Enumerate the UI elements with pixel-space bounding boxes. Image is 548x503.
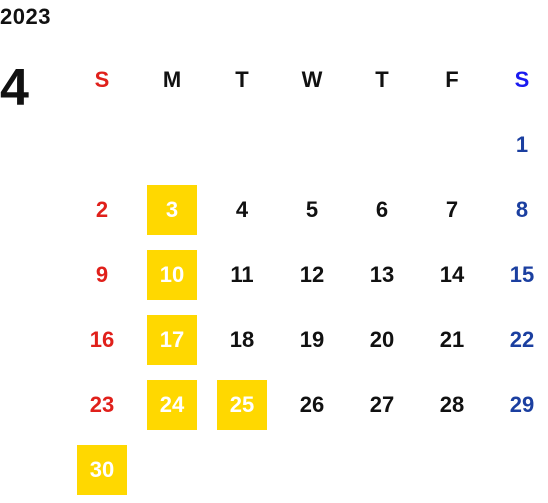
day-number: 26 <box>299 391 325 417</box>
day-number: 4 <box>235 196 249 222</box>
weekday-header-tue: T <box>235 66 249 92</box>
day-cell[interactable]: 7 <box>417 177 487 242</box>
day-number: 11 <box>230 261 254 287</box>
day-number: 19 <box>299 326 325 352</box>
day-number-highlighted: 24 <box>147 379 197 430</box>
empty-day-cell <box>137 112 207 177</box>
day-cell[interactable]: 16 <box>67 307 137 372</box>
day-cell[interactable]: 26 <box>277 372 347 437</box>
weekday-header-sat: S <box>514 66 530 92</box>
day-cell[interactable]: 2 <box>67 177 137 242</box>
day-cell[interactable]: 19 <box>277 307 347 372</box>
day-cell[interactable]: 10 <box>137 242 207 307</box>
day-cell[interactable]: 1 <box>487 112 548 177</box>
day-cell[interactable]: 5 <box>277 177 347 242</box>
day-number: 14 <box>439 261 465 287</box>
day-cell[interactable]: 30 <box>67 437 137 502</box>
day-cell[interactable]: 17 <box>137 307 207 372</box>
day-number: 21 <box>439 326 465 352</box>
day-number: 15 <box>509 261 535 287</box>
day-number: 6 <box>375 196 389 222</box>
day-number: 27 <box>369 391 395 417</box>
weekday-header-thu: T <box>375 66 389 92</box>
weekday-header-sun: S <box>94 66 110 92</box>
day-cell[interactable]: 14 <box>417 242 487 307</box>
day-number: 22 <box>509 326 535 352</box>
weekday-header-mon: M <box>162 66 182 92</box>
day-number: 16 <box>89 326 115 352</box>
calendar-year: 2023 <box>0 4 51 29</box>
day-cell[interactable]: 11 <box>207 242 277 307</box>
day-cell[interactable]: 22 <box>487 307 548 372</box>
day-cell[interactable]: 21 <box>417 307 487 372</box>
day-number-highlighted: 17 <box>147 314 197 365</box>
day-cell[interactable]: 27 <box>347 372 417 437</box>
day-number: 9 <box>95 261 109 287</box>
day-number-highlighted: 10 <box>147 249 197 300</box>
day-number: 28 <box>439 391 465 417</box>
day-cell[interactable]: 18 <box>207 307 277 372</box>
day-number-highlighted: 30 <box>77 444 127 495</box>
day-number: 20 <box>369 326 395 352</box>
empty-day-cell <box>347 112 417 177</box>
day-cell[interactable]: 29 <box>487 372 548 437</box>
day-number-highlighted: 25 <box>217 379 267 430</box>
empty-day-cell <box>277 112 347 177</box>
day-cell[interactable]: 20 <box>347 307 417 372</box>
empty-day-cell <box>417 112 487 177</box>
day-cell[interactable]: 15 <box>487 242 548 307</box>
day-cell[interactable]: 13 <box>347 242 417 307</box>
day-number: 7 <box>445 196 459 222</box>
day-cell[interactable]: 4 <box>207 177 277 242</box>
day-number: 2 <box>95 196 109 222</box>
day-cell[interactable]: 28 <box>417 372 487 437</box>
day-number: 13 <box>369 261 395 287</box>
day-number: 12 <box>299 261 325 287</box>
day-number: 1 <box>515 131 529 157</box>
day-cell[interactable]: 9 <box>67 242 137 307</box>
calendar-month: 4 <box>0 59 29 117</box>
day-cell[interactable]: 8 <box>487 177 548 242</box>
empty-day-cell <box>67 112 137 177</box>
day-number: 23 <box>89 391 115 417</box>
day-number: 18 <box>229 326 255 352</box>
day-cell[interactable]: 25 <box>207 372 277 437</box>
day-cell[interactable]: 24 <box>137 372 207 437</box>
day-number: 29 <box>509 391 535 417</box>
day-cell[interactable]: 23 <box>67 372 137 437</box>
day-number: 8 <box>515 196 529 222</box>
weekday-header-wed: W <box>301 66 323 92</box>
day-cell[interactable]: 3 <box>137 177 207 242</box>
calendar-grid: S M T W T F S 1 2 3 4 5 6 7 8 9 10 11 12 13 14 15 16 17 1… <box>67 47 548 502</box>
weekday-header-fri: F <box>445 66 459 92</box>
day-cell[interactable]: 12 <box>277 242 347 307</box>
day-number: 5 <box>305 196 319 222</box>
day-cell[interactable]: 6 <box>347 177 417 242</box>
day-number-highlighted: 3 <box>147 184 197 235</box>
empty-day-cell <box>207 112 277 177</box>
